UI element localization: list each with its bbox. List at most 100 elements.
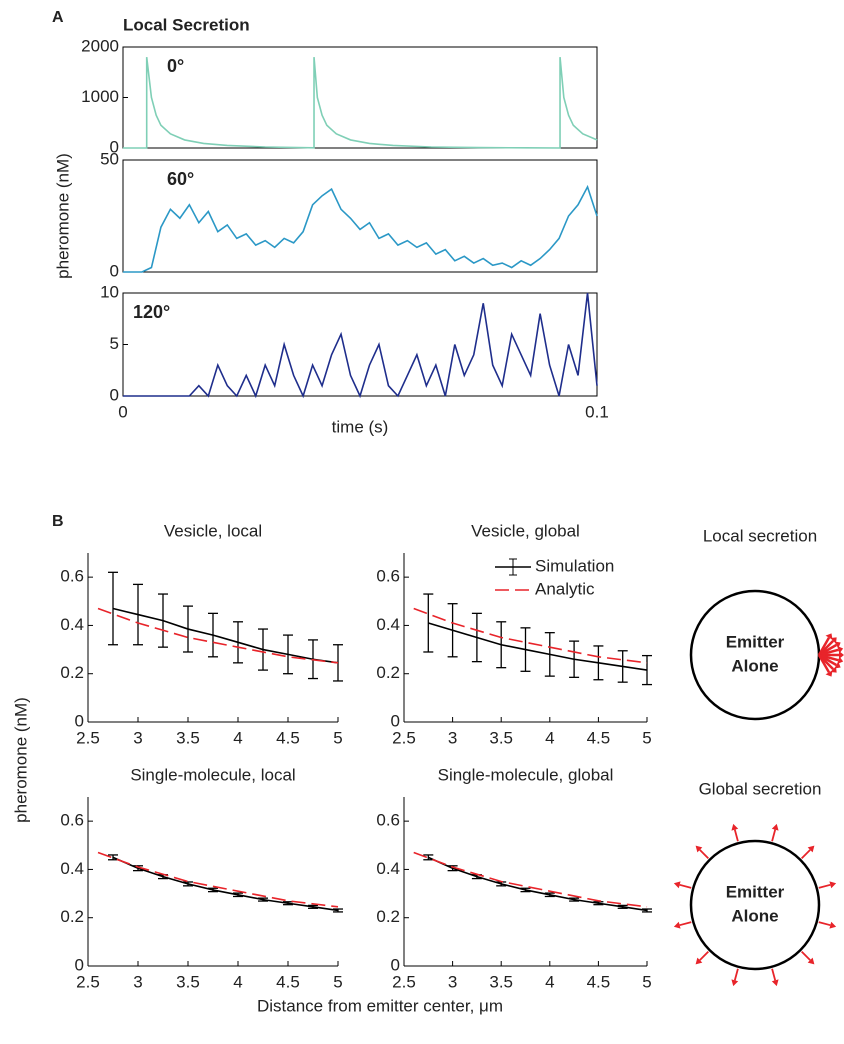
x-tick-label: 3.5 xyxy=(176,972,200,991)
arrow-head xyxy=(829,881,837,889)
cell xyxy=(689,589,821,721)
arrow-line xyxy=(818,883,831,889)
y-tick-label: 0 xyxy=(391,711,400,730)
error-bar xyxy=(544,632,555,677)
arrow-line xyxy=(733,829,739,842)
error-bar xyxy=(183,605,193,653)
error-bar xyxy=(183,881,193,887)
x-tick-label: 2.5 xyxy=(76,728,100,747)
error-bar xyxy=(496,881,507,887)
y-tick-label: 0.2 xyxy=(376,663,400,682)
chart-title: Vesicle, global xyxy=(471,521,580,540)
x-tick-label: 2.5 xyxy=(392,972,416,991)
burst-head xyxy=(834,641,841,649)
error-bar xyxy=(108,854,118,861)
arrow-line xyxy=(699,951,709,961)
x-tick-label: 4.5 xyxy=(276,972,300,991)
series-line xyxy=(97,851,339,908)
panel-label: A xyxy=(52,9,64,26)
legend-label: Analytic xyxy=(535,579,595,598)
error-bar xyxy=(258,897,268,902)
y-tick-label: 2000 xyxy=(81,36,119,55)
error-bar xyxy=(496,621,507,669)
error-bar xyxy=(642,654,652,686)
arrow-line xyxy=(771,829,777,842)
burst-head xyxy=(825,670,833,677)
series-line xyxy=(123,292,598,399)
x-tick-label: 3 xyxy=(448,728,457,747)
y-tick-label: 0 xyxy=(110,385,119,404)
error-bar xyxy=(308,904,318,909)
chart-title: Vesicle, local xyxy=(164,521,262,540)
arrow-head xyxy=(807,845,815,853)
arrow-head xyxy=(695,957,703,965)
burst-line xyxy=(817,654,831,673)
arrow-line xyxy=(771,968,777,981)
cell-label: Emitter xyxy=(726,882,785,901)
panel-label: B xyxy=(52,513,64,530)
y-axis-label: pheromone (nM) xyxy=(53,153,72,279)
y-tick-label: 0.6 xyxy=(60,567,84,586)
x-axis-label: Distance from emitter center, μm xyxy=(257,996,503,1015)
arrow-line xyxy=(679,921,692,927)
arrow-head xyxy=(731,823,739,831)
x-tick-label: 4 xyxy=(233,972,242,991)
y-tick-label: 0.4 xyxy=(60,859,84,878)
error-bar xyxy=(283,901,293,906)
arrow-line xyxy=(801,951,811,961)
x-tick-label: 4 xyxy=(545,972,554,991)
arrow-head xyxy=(673,921,681,929)
series-line xyxy=(413,607,648,664)
error-bar xyxy=(233,892,243,898)
series-line xyxy=(123,57,598,149)
arrow-head xyxy=(731,979,739,987)
x-tick-label: 5 xyxy=(333,972,342,991)
error-bar xyxy=(593,645,604,681)
x-tick-label: 5 xyxy=(642,972,651,991)
chart-title: Single-molecule, local xyxy=(130,765,295,784)
axes-frame xyxy=(122,292,598,397)
x-tick-label: 3 xyxy=(448,972,457,991)
x-tick-label: 2.5 xyxy=(392,728,416,747)
x-tick-label: 2.5 xyxy=(76,972,100,991)
y-tick-label: 0.2 xyxy=(376,907,400,926)
y-tick-label: 0.6 xyxy=(60,811,84,830)
x-tick-label: 3.5 xyxy=(489,728,513,747)
y-tick-label: 1000 xyxy=(81,87,119,106)
burst-head xyxy=(837,645,844,654)
arrow-head xyxy=(673,881,681,889)
burst-head xyxy=(837,656,844,665)
x-tick-label: 3 xyxy=(133,728,142,747)
error-bar xyxy=(233,621,243,664)
x-tick-label: 3 xyxy=(133,972,142,991)
x-tick-label: 4.5 xyxy=(276,728,300,747)
trace-label: 0° xyxy=(167,56,184,76)
error-bar xyxy=(283,634,293,675)
error-bar xyxy=(617,650,628,683)
series-line xyxy=(112,856,339,912)
y-tick-label: 0.6 xyxy=(376,811,400,830)
cell-label: Alone xyxy=(731,656,778,675)
series-line xyxy=(427,856,648,912)
x-tick-label: 0.1 xyxy=(585,402,609,421)
y-tick-label: 0.4 xyxy=(376,859,400,878)
error-bar xyxy=(617,904,628,909)
error-bar xyxy=(108,571,118,646)
x-tick-label: 4 xyxy=(545,728,554,747)
y-tick-label: 50 xyxy=(100,149,119,168)
x-axis-label: time (s) xyxy=(332,417,389,436)
error-bar xyxy=(158,593,168,648)
diagram-title: Global secretion xyxy=(699,779,822,798)
error-bar xyxy=(569,897,580,902)
arrow-head xyxy=(771,979,779,987)
x-tick-label: 5 xyxy=(333,728,342,747)
arrow-head xyxy=(829,921,837,929)
series-line xyxy=(97,607,339,664)
arrow-line xyxy=(818,921,831,927)
y-tick-label: 0.4 xyxy=(60,615,84,634)
y-tick-label: 10 xyxy=(100,282,119,301)
y-tick-label: 5 xyxy=(110,334,119,353)
error-bar xyxy=(423,854,434,861)
error-bar xyxy=(544,892,555,898)
